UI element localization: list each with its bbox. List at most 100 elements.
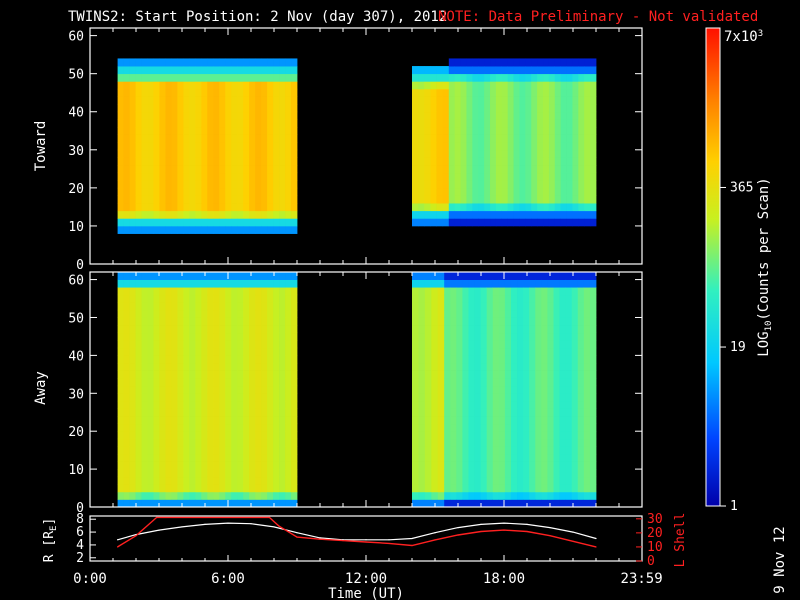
away-cell [159,423,166,432]
away-cell [147,400,154,409]
toward-cell [543,134,550,143]
away-cell [571,362,579,371]
toward-cell [261,218,268,227]
away-cell [147,499,154,508]
away-cell [480,461,488,470]
toward-cell [448,111,456,120]
away-cell [135,362,142,371]
r-point [457,526,459,529]
away-cell [255,476,262,485]
toward-cell [135,172,142,181]
away-cell [237,491,244,500]
away-cell [171,317,178,326]
toward-cell [525,180,532,189]
away-cell [123,469,130,478]
away-cell [195,385,202,394]
away-cell [510,287,518,296]
away-cell [195,362,202,371]
away-cell [195,279,202,288]
away-cell [492,461,500,470]
away-cell [117,393,124,402]
away-cell [159,325,166,334]
toward-cell [261,73,268,82]
away-cell [504,279,512,288]
away-cell [129,325,136,334]
away-cell [231,347,238,356]
toward-cell [525,172,532,181]
toward-cell [466,81,473,90]
toward-cell [478,165,485,174]
away-cell [437,347,445,356]
away-cell [571,302,579,311]
toward-cell [472,157,479,166]
away-cell [249,287,256,296]
toward-cell [243,88,250,97]
away-cell [285,302,292,311]
away-cell [219,378,226,387]
away-cell [559,400,567,409]
away-cell [279,400,286,409]
away-cell [412,476,419,485]
toward-cell [495,81,503,90]
toward-cell [261,81,268,90]
toward-cell [177,165,184,174]
toward-cell [537,157,544,166]
away-cell [291,446,298,455]
toward-cell [531,195,538,204]
toward-cell [501,119,509,128]
toward-cell [560,195,567,204]
away-cell [237,340,244,349]
away-cell [249,408,256,417]
away-cell [249,476,256,485]
away-cell [437,317,445,326]
away-cell [291,476,298,485]
toward-cell [213,111,220,120]
away-cell [177,294,184,303]
lshell-series-line [117,516,597,548]
away-cell [553,362,560,371]
away-cell [243,325,250,334]
away-cell [273,393,280,402]
away-cell [201,340,208,349]
lshell-tick-label: 30 [647,512,663,527]
toward-cell [183,157,190,166]
away-cell [418,362,426,371]
away-cell [129,340,136,349]
away-cell [424,340,432,349]
toward-cell [478,111,485,120]
toward-cell [436,165,444,174]
away-cell [201,453,208,462]
away-cell [261,484,268,493]
away-cell [237,362,244,371]
away-cell [541,287,548,296]
toward-cell [213,149,220,158]
away-cell [468,287,475,296]
away-cell [437,491,445,500]
away-cell [498,438,506,447]
away-cell [141,400,148,409]
toward-cell [442,96,450,105]
away-cell [559,484,567,493]
away-cell [547,491,554,500]
away-cell [480,347,488,356]
toward-cell [237,119,244,128]
toward-cell [141,134,148,143]
away-cell [480,362,488,371]
away-cell [577,423,585,432]
toward-cell [418,96,425,105]
toward-cell [490,142,497,151]
away-cell [273,400,280,409]
toward-cell [207,203,214,212]
away-cell [195,484,202,493]
toward-cell [219,142,226,151]
toward-cell [195,119,202,128]
away-cell [225,446,232,455]
toward-cell [531,210,538,219]
away-cell [201,416,208,425]
toward-cell [412,195,419,204]
toward-cell [279,180,286,189]
away-cell [535,370,542,379]
toward-cell [418,111,425,120]
away-cell [129,272,136,280]
toward-cell [237,203,244,212]
